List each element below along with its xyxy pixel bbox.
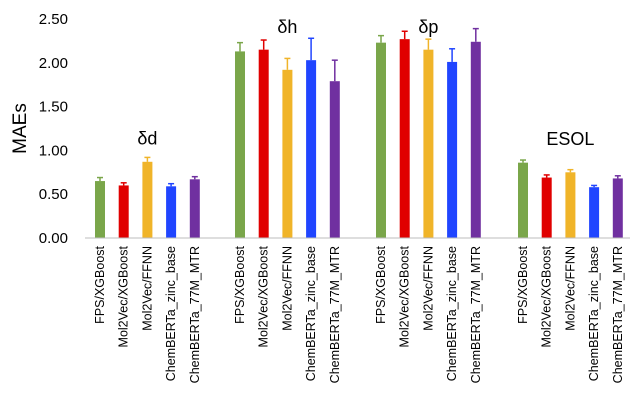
- y-tick-label: 0.00: [39, 230, 68, 247]
- bar: [423, 49, 434, 238]
- x-tick-label: ChemBERTa_77M_MTR: [188, 246, 202, 383]
- group-label: δp: [418, 17, 438, 37]
- x-tick-label: ChemBERTa_zinc_base: [587, 246, 601, 381]
- bar: [142, 161, 153, 238]
- x-tick-label: ChemBERTa_77M_MTR: [328, 246, 342, 383]
- x-tick-label: Mol2Vec/FFNN: [140, 246, 154, 331]
- y-tick-label: 0.50: [39, 186, 68, 203]
- bar: [235, 51, 245, 238]
- bar: [282, 69, 293, 238]
- x-tick-label: ChemBERTa_zinc_base: [445, 246, 459, 381]
- x-tick-label: ChemBERTa_77M_MTR: [469, 246, 483, 383]
- bar: [565, 172, 576, 238]
- x-tick-label: Mol2Vec/XGBoost: [117, 245, 131, 347]
- group-label: δd: [137, 128, 157, 148]
- group-label: δh: [277, 17, 297, 37]
- bar: [95, 181, 105, 238]
- bar: [166, 186, 177, 238]
- bar: [399, 39, 410, 239]
- x-tick-label: FPS/XGBoost: [516, 245, 530, 323]
- x-tick-label: Mol2Vec/FFNN: [563, 246, 577, 331]
- y-tick-label: 1.50: [39, 99, 68, 116]
- bar: [518, 162, 528, 238]
- group-label: ESOL: [546, 129, 594, 149]
- bar: [612, 178, 623, 238]
- y-axis-title: MAEs: [10, 103, 31, 154]
- x-tick-label: Mol2Vec/XGBoost: [398, 245, 412, 347]
- bar: [470, 41, 481, 238]
- y-tick-label: 1.00: [39, 142, 68, 159]
- bar: [447, 61, 458, 239]
- y-axis: 0.00 0.50 1.00 1.50 2.00 2.50: [39, 11, 68, 247]
- x-tick-label: Mol2Vec/FFNN: [280, 246, 294, 331]
- bars: [95, 27, 623, 239]
- bar: [258, 49, 269, 238]
- x-tick-label: ChemBERTa_77M_MTR: [611, 246, 625, 383]
- bar: [189, 179, 200, 238]
- x-axis-labels: FPS/XGBoost Mol2Vec/XGBoost Mol2Vec/FFNN Ch…: [93, 245, 625, 383]
- bar: [376, 42, 386, 238]
- group-labels: δd δh δp ESOL: [137, 17, 594, 149]
- bar: [118, 185, 129, 238]
- bar: [306, 60, 317, 239]
- x-tick-label: FPS/XGBoost: [374, 245, 388, 323]
- x-tick-label: ChemBERTa_zinc_base: [164, 246, 178, 381]
- x-tick-label: Mol2Vec/XGBoost: [540, 245, 554, 347]
- y-tick-label: 2.00: [39, 55, 68, 72]
- x-tick-label: FPS/XGBoost: [93, 245, 107, 323]
- bar: [329, 81, 340, 238]
- bar: [589, 187, 600, 238]
- bar: [541, 177, 552, 238]
- x-tick-label: Mol2Vec/XGBoost: [257, 245, 271, 347]
- y-tick-label: 2.50: [39, 11, 68, 28]
- x-tick-label: FPS/XGBoost: [233, 245, 247, 323]
- x-tick-label: Mol2Vec/FFNN: [421, 246, 435, 331]
- x-tick-label: ChemBERTa_zinc_base: [304, 246, 318, 381]
